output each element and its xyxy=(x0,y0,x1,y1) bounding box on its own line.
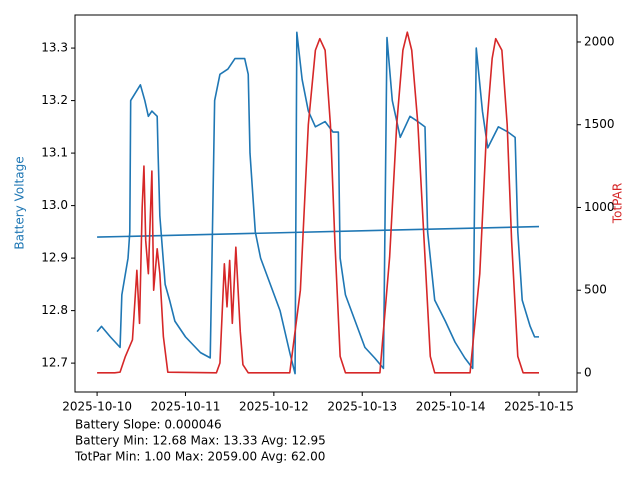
x-tick-label: 2025-10-12 xyxy=(239,400,309,414)
y2-tick-label: 1500 xyxy=(584,117,615,131)
annotation: TotPar Min: 1.00 Max: 2059.00 Avg: 62.00 xyxy=(74,450,325,464)
y2-tick-label: 0 xyxy=(584,365,592,379)
data-line xyxy=(97,225,540,238)
x-tick-label: 2025-10-11 xyxy=(151,400,221,414)
annotation: Battery Min: 12.68 Max: 13.33 Avg: 12.95 xyxy=(75,434,326,448)
y2-axis-label: TotPAR xyxy=(611,183,625,224)
y-tick-label: 12.7 xyxy=(41,356,68,370)
x-tick-label: 2025-10-13 xyxy=(327,400,397,414)
annotation: Battery Slope: 0.000046 xyxy=(75,418,222,432)
y2-tick-label: 2000 xyxy=(584,34,615,48)
y-tick-label: 12.8 xyxy=(41,303,68,317)
y2-tick-label: 1000 xyxy=(584,200,615,214)
x-tick-label: 2025-10-14 xyxy=(416,400,486,414)
x-tick-label: 2025-10-15 xyxy=(504,400,574,414)
y-tick-label: 12.9 xyxy=(41,251,68,265)
y-tick-label: 13.0 xyxy=(41,198,68,212)
y2-tick-label: 500 xyxy=(584,283,607,297)
y-tick-label: 13.1 xyxy=(41,146,68,160)
data-line xyxy=(96,31,539,375)
y-axis-label: Battery Voltage xyxy=(13,156,27,249)
data-line xyxy=(97,31,539,374)
y-tick-label: 13.2 xyxy=(41,93,68,107)
x-tick-label: 2025-10-10 xyxy=(62,400,132,414)
plot-frame xyxy=(74,14,578,393)
y-tick-label: 13.3 xyxy=(41,41,68,55)
